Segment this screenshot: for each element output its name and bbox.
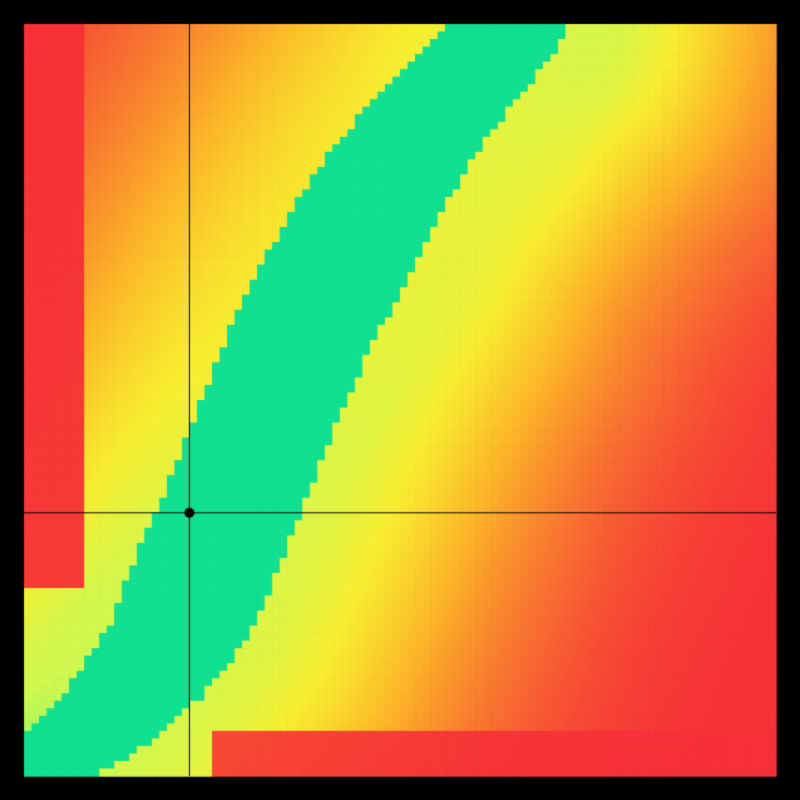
chart-container: TheBottlenecker.com [0, 0, 800, 800]
bottleneck-heatmap [0, 0, 800, 800]
